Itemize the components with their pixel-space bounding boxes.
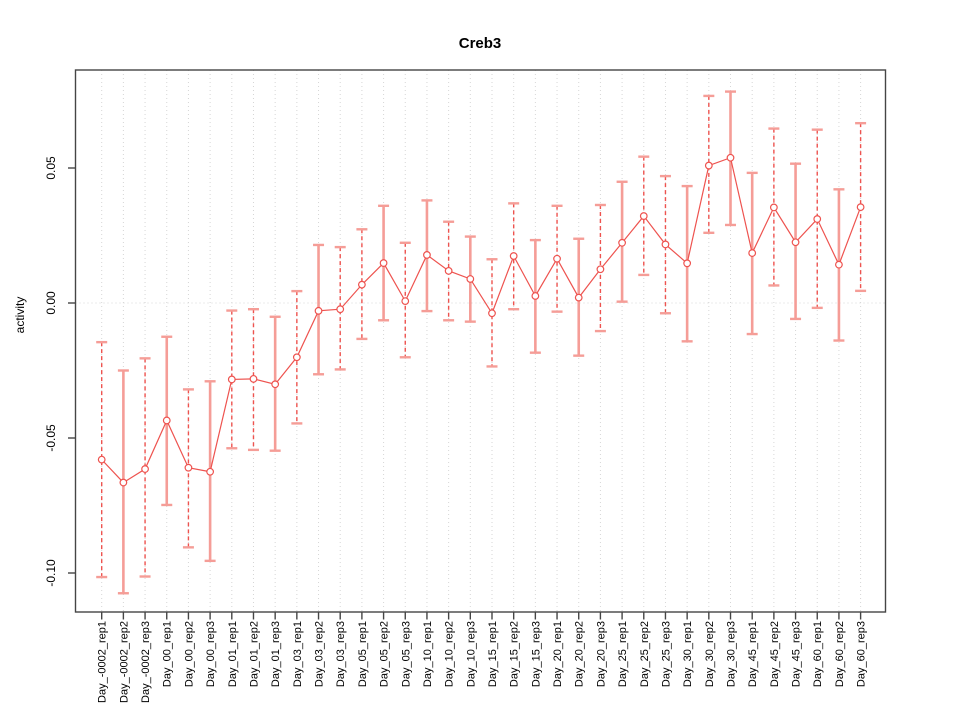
data-point (748, 249, 757, 257)
x-tick-label: Day_03_rep1 (292, 621, 304, 687)
y-tick-label: -0.05 (44, 424, 58, 452)
data-point (97, 455, 106, 464)
x-tick-label: Day_00_rep1 (162, 621, 174, 687)
data-point (813, 215, 822, 223)
x-tick-label: Day_15_rep1 (487, 621, 499, 687)
y-tick-label: 0.05 (44, 156, 58, 180)
data-point (314, 306, 323, 315)
y-tick-label: -0.10 (44, 559, 58, 587)
data-point (769, 203, 778, 212)
x-tick-label: Day_-0002_rep2 (118, 621, 130, 703)
data-point (726, 153, 735, 162)
data-point (271, 380, 280, 389)
x-tick-label: Day_15_rep2 (509, 621, 521, 687)
data-point (531, 292, 540, 300)
data-point (357, 280, 366, 289)
data-point (509, 252, 518, 260)
x-tick-label: Day_03_rep2 (314, 621, 326, 687)
data-point (553, 254, 561, 263)
data-point (835, 260, 843, 269)
x-tick-label: Day_25_rep2 (639, 621, 651, 687)
x-tick-label: Day_20_rep1 (552, 621, 564, 687)
data-point (401, 297, 410, 306)
x-tick-label: Day_10_rep1 (422, 621, 434, 687)
data-point (791, 238, 800, 247)
data-point (206, 467, 215, 476)
x-tick-label: Day_60_rep2 (834, 621, 846, 687)
x-tick-label: Day_45_rep2 (769, 621, 781, 687)
x-tick-label: Day_60_rep1 (812, 621, 824, 687)
x-tick-label: Day_00_rep2 (183, 621, 195, 687)
x-tick-label: Day_10_rep2 (444, 621, 456, 687)
x-tick-label: Day_01_rep1 (227, 621, 239, 687)
x-tick-label: Day_05_rep1 (357, 621, 369, 687)
data-point (379, 259, 388, 267)
data-point (704, 161, 713, 170)
y-axis-label: activity (13, 297, 27, 334)
data-point (336, 305, 345, 314)
x-tick-label: Day_01_rep3 (270, 621, 282, 687)
data-point (184, 463, 193, 472)
data-point (661, 240, 670, 249)
x-tick-label: Day_20_rep3 (595, 621, 607, 687)
data-point (683, 259, 692, 268)
data-point (444, 266, 453, 275)
x-tick-label: Day_45_rep1 (747, 621, 759, 687)
x-tick-label: Day_05_rep2 (379, 621, 391, 687)
data-point (227, 375, 236, 384)
x-tick-label: Day_30_rep3 (726, 621, 738, 687)
x-tick-label: Day_25_rep3 (660, 621, 672, 687)
data-point (488, 309, 496, 318)
data-point (423, 251, 431, 259)
data-point (466, 275, 475, 283)
x-tick-label: Day_30_rep1 (682, 621, 694, 687)
data-point (292, 353, 301, 362)
x-tick-label: Day_03_rep3 (335, 621, 347, 687)
data-point (856, 203, 865, 212)
x-tick-label: Day_45_rep3 (791, 621, 803, 687)
data-point (162, 416, 171, 425)
x-tick-label: Day_00_rep3 (205, 621, 217, 687)
data-point (119, 478, 128, 487)
plot-border (74, 69, 887, 613)
y-tick-label: 0.00 (44, 291, 58, 315)
data-point (574, 293, 583, 302)
data-point (639, 212, 648, 220)
x-tick-label: Day_-0002_rep3 (140, 621, 152, 703)
x-tick-label: Day_15_rep3 (530, 621, 542, 687)
data-point (141, 465, 149, 473)
x-tick-label: Day_05_rep3 (400, 621, 412, 687)
data-point (618, 238, 626, 247)
series-line (101, 156, 862, 484)
x-tick-label: Day_-0002_rep1 (97, 621, 109, 703)
chart-title: Creb3 (459, 35, 502, 52)
data-point (249, 374, 258, 383)
data-point (596, 265, 605, 274)
x-tick-label: Day_25_rep1 (617, 621, 629, 687)
x-tick-label: Day_10_rep3 (465, 621, 477, 687)
plot-area: 0.05 0.00 -0.05 -0.10 Day_-0002_rep1 Day_-000… (44, 69, 887, 703)
x-tick-label: Day_30_rep2 (704, 621, 716, 687)
x-tick-label: Day_60_rep3 (856, 621, 868, 687)
x-tick-label: Day_01_rep2 (248, 621, 260, 687)
x-tick-label: Day_20_rep2 (574, 621, 586, 687)
